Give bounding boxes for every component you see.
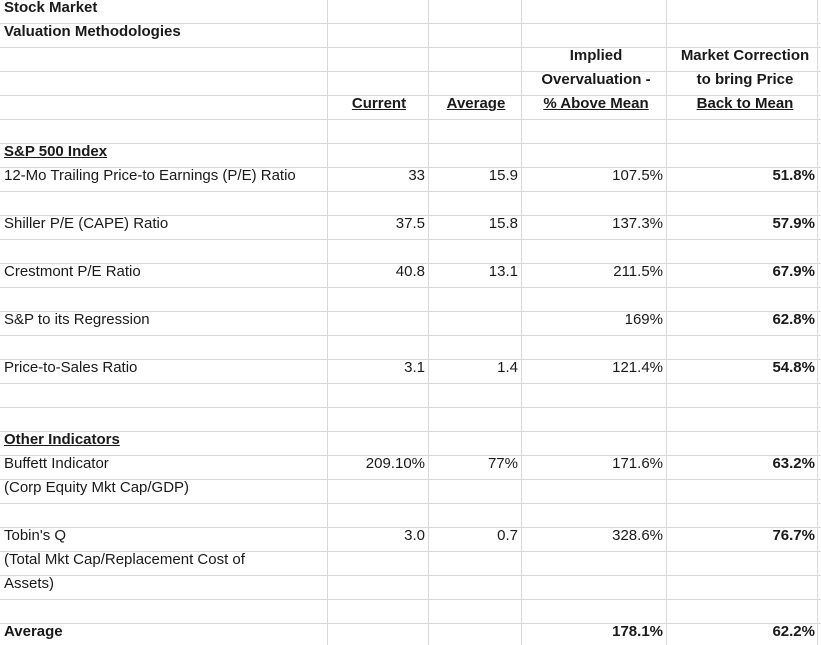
header-current[interactable]: Current — [351, 95, 407, 112]
row-average[interactable]: 15.8 — [488, 215, 518, 232]
row-average[interactable]: 15.9 — [488, 167, 518, 184]
row-implied[interactable]: 169% — [624, 311, 663, 328]
row-average[interactable]: 77% — [487, 455, 518, 472]
row-label[interactable]: 12-Mo Trailing Price-to Earnings (P/E) R… — [4, 167, 296, 184]
row-current[interactable]: 209.10% — [365, 455, 425, 472]
sheet-title-line2[interactable]: Valuation Methodologies — [4, 23, 181, 40]
row-implied[interactable]: 137.3% — [612, 215, 663, 232]
grid-line — [327, 0, 328, 645]
row-sublabel[interactable]: Assets) — [4, 575, 55, 592]
grid-line — [428, 0, 429, 645]
header-average[interactable]: Average — [446, 95, 506, 112]
row-average[interactable]: 0.7 — [497, 527, 518, 544]
row-sublabel[interactable]: (Total Mkt Cap/Replacement Cost of — [4, 551, 245, 568]
row-correction[interactable]: 51.8% — [772, 167, 815, 184]
row-label[interactable]: Shiller P/E (CAPE) Ratio — [4, 215, 169, 232]
sheet-title-line1[interactable]: Stock Market — [4, 0, 98, 16]
row-correction[interactable]: 62.8% — [772, 311, 815, 328]
row-label[interactable]: Tobin's Q — [4, 527, 67, 544]
section-sp500[interactable]: S&P 500 Index — [4, 143, 108, 160]
row-implied[interactable]: 107.5% — [612, 167, 663, 184]
row-average[interactable]: 13.1 — [488, 263, 518, 280]
row-correction[interactable]: 76.7% — [772, 527, 815, 544]
row-current[interactable]: 33 — [408, 167, 425, 184]
row-sublabel[interactable]: (Corp Equity Mkt Cap/GDP) — [4, 479, 190, 496]
row-correction[interactable]: 54.8% — [772, 359, 815, 376]
summary-implied[interactable]: 178.1% — [612, 623, 663, 640]
row-current[interactable] — [329, 308, 425, 332]
section-other-indicators[interactable]: Other Indicators — [4, 431, 120, 448]
header-implied-line2[interactable]: Overvaluation - — [541, 71, 651, 88]
summary-correction[interactable]: 62.2% — [772, 623, 815, 640]
row-label[interactable]: Crestmont P/E Ratio — [4, 263, 141, 280]
header-correction-line1[interactable]: Market Correction — [680, 47, 810, 64]
summary-label[interactable]: Average — [4, 623, 63, 640]
row-correction[interactable]: 57.9% — [772, 215, 815, 232]
grid-line — [521, 0, 522, 645]
header-correction-line3[interactable]: Back to Mean — [696, 95, 794, 112]
row-correction[interactable]: 63.2% — [772, 455, 815, 472]
header-correction-line2[interactable]: to bring Price — [696, 71, 794, 88]
row-current[interactable]: 40.8 — [395, 263, 425, 280]
row-average[interactable] — [430, 308, 518, 332]
header-implied-line3[interactable]: % Above Mean — [543, 95, 649, 112]
grid-line — [666, 0, 667, 645]
row-correction[interactable]: 67.9% — [772, 263, 815, 280]
row-current[interactable]: 3.1 — [404, 359, 425, 376]
row-average[interactable]: 1.4 — [497, 359, 518, 376]
grid-line — [817, 0, 818, 645]
row-implied[interactable]: 211.5% — [613, 263, 663, 280]
row-implied[interactable]: 121.4% — [612, 359, 663, 376]
row-current[interactable]: 3.0 — [404, 527, 425, 544]
row-label[interactable]: Price-to-Sales Ratio — [4, 359, 138, 376]
row-label[interactable]: S&P to its Regression — [4, 311, 150, 328]
row-current[interactable]: 37.5 — [395, 215, 425, 232]
row-implied[interactable]: 171.6% — [612, 455, 663, 472]
row-label[interactable]: Buffett Indicator — [4, 455, 109, 472]
header-implied-line1[interactable]: Implied — [569, 47, 623, 64]
row-implied[interactable]: 328.6% — [612, 527, 663, 544]
